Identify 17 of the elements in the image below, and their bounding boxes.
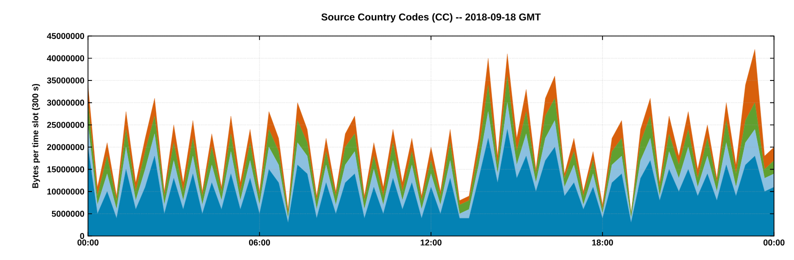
- y-tick-label: 25000000: [47, 122, 84, 128]
- x-tick-label: 18:00: [592, 240, 613, 246]
- y-tick-label: 5000000: [52, 210, 84, 217]
- y-tick-label: 40000000: [46, 55, 84, 62]
- y-tick-label: 15000000: [47, 166, 84, 172]
- y-tick-label: 0: [80, 233, 84, 239]
- x-tick-label: 12:00: [420, 240, 442, 246]
- y-axis-title: Bytes per time slot (300 s): [32, 84, 40, 188]
- y-tick-label: 35000000: [46, 77, 84, 84]
- y-tick-label: 20000000: [47, 144, 84, 150]
- x-tick-label: 00:00: [78, 240, 98, 246]
- x-tick-label: 06:00: [249, 240, 270, 246]
- y-tick-label: 45000000: [46, 33, 84, 39]
- x-tick-label: 00:00: [764, 240, 784, 246]
- chart-title: Source Country Codes (CC) -- 2018-09-18 GMT: [321, 13, 541, 22]
- y-tick-label: 30000000: [46, 100, 84, 106]
- y-tick-label: 10000000: [47, 188, 84, 195]
